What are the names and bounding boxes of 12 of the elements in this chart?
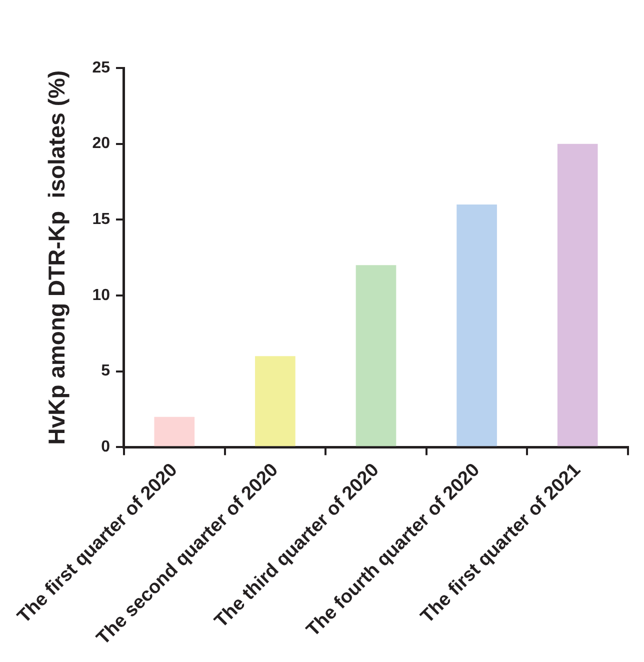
y-tick-label: 15 [92, 211, 110, 228]
bar [154, 416, 195, 446]
y-tick-label: 0 [101, 438, 110, 456]
y-tick-label: 20 [92, 135, 110, 152]
bar [255, 356, 296, 446]
y-axis-title: HvKp among DTR-Kp isolates (%) [44, 70, 70, 445]
bar [557, 144, 598, 446]
bar [456, 204, 497, 446]
y-tick-label: 5 [101, 362, 110, 380]
y-tick-label: 25 [92, 59, 110, 76]
bar [356, 265, 396, 446]
y-tick-label: 10 [92, 286, 110, 304]
